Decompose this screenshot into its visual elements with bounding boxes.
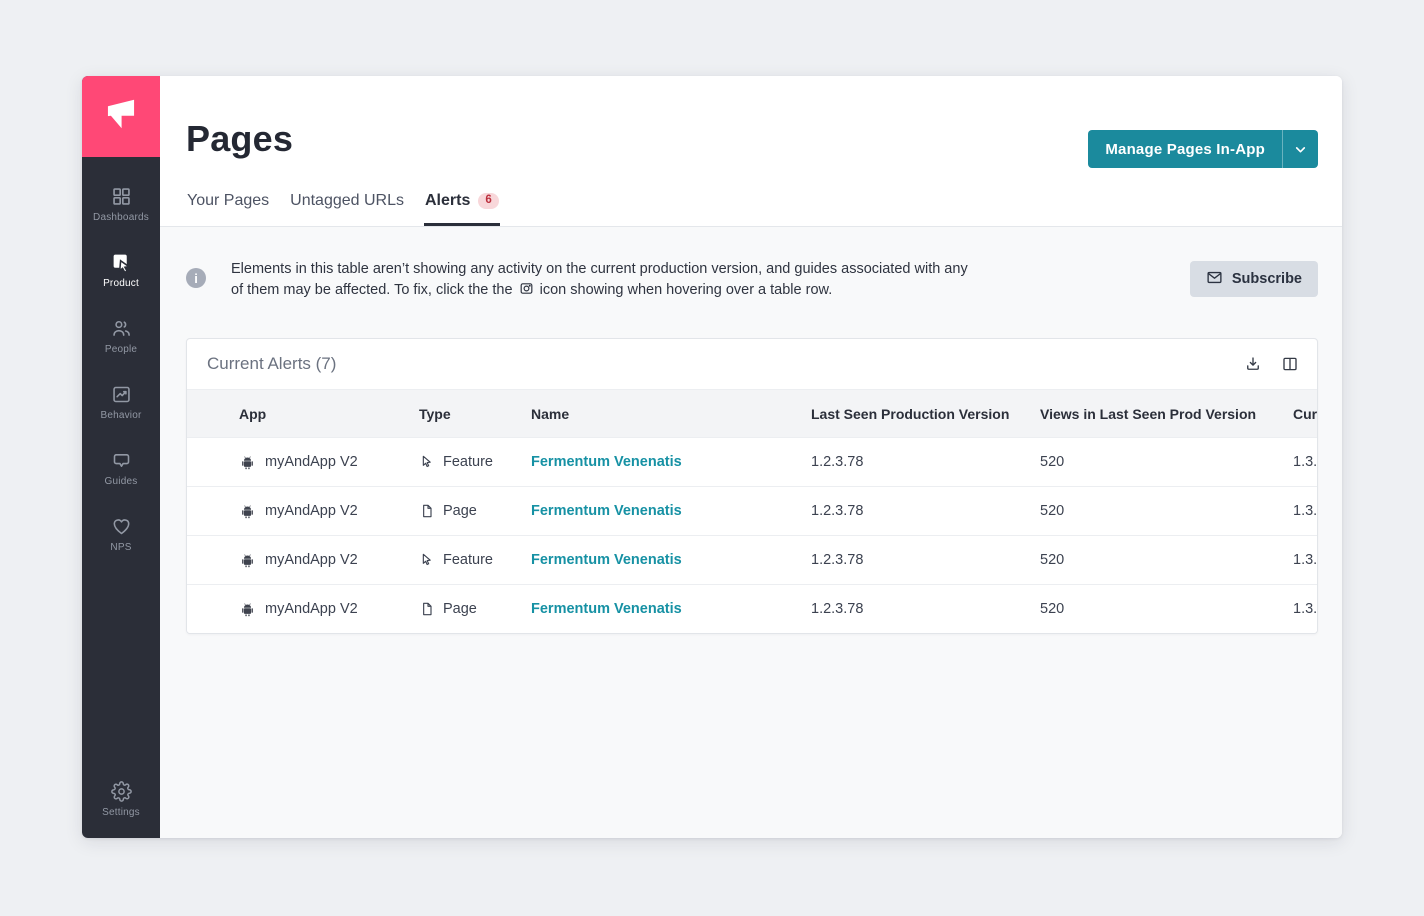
heart-icon	[111, 516, 132, 537]
app-name: myAndApp V2	[265, 503, 358, 520]
sidebar-item-product[interactable]: Product	[82, 237, 160, 303]
page-icon	[419, 503, 435, 519]
cursor-icon	[419, 552, 435, 568]
tab-bar: Your Pages Untagged URLs Alerts 6	[186, 192, 500, 226]
info-icon: i	[186, 268, 206, 288]
column-header-last-seen-production-version[interactable]: Last Seen Production Version	[811, 405, 1010, 422]
table-row[interactable]: myAndApp V2 Feature Fermentum Venenatis …	[187, 437, 1318, 487]
card-title-row: Current Alerts (7)	[187, 339, 1317, 389]
tab-alerts[interactable]: Alerts 6	[423, 192, 500, 226]
app-window: Dashboards Product People Behavior	[82, 76, 1342, 838]
sidebar-item-nps[interactable]: NPS	[82, 501, 160, 567]
info-banner: i Elements in this table aren’t showing …	[186, 259, 1318, 302]
envelope-icon	[1206, 269, 1223, 290]
gear-icon	[110, 781, 132, 802]
row-last-seen-version: 1.2.3.78	[811, 601, 864, 618]
row-name-link[interactable]: Fermentum Venenatis	[531, 503, 682, 520]
tab-label: Alerts	[424, 192, 471, 209]
sidebar-item-label: Product	[103, 277, 139, 289]
banner-text-after: icon showing when hovering over a table …	[539, 281, 833, 298]
sidebar-item-guides[interactable]: Guides	[82, 435, 160, 501]
column-header-name[interactable]: Name	[531, 405, 570, 422]
row-name-link[interactable]: Fermentum Venenatis	[531, 454, 682, 471]
table-row[interactable]: myAndApp V2 Feature Fermentum Venenatis …	[187, 535, 1318, 585]
sidebar-item-label: Guides	[104, 475, 138, 487]
sidebar-item-label: NPS	[110, 541, 132, 553]
card-actions	[1244, 355, 1299, 373]
sidebar: Dashboards Product People Behavior	[82, 76, 160, 838]
tab-label: Your Pages	[187, 192, 270, 209]
app-logo[interactable]	[82, 76, 160, 157]
row-views: 520	[1040, 601, 1065, 618]
subscribe-label: Subscribe	[1231, 271, 1302, 287]
tab-label: Untagged URLs	[290, 192, 404, 209]
row-views: 520	[1040, 552, 1065, 569]
row-views: 520	[1040, 454, 1065, 471]
cursor-icon	[419, 454, 435, 470]
row-type: Feature	[443, 552, 493, 569]
sidebar-item-label: People	[104, 343, 138, 355]
row-views: 520	[1040, 503, 1065, 520]
banner-text: Elements in this table aren’t showing an…	[231, 259, 983, 302]
row-name-link[interactable]: Fermentum Venenatis	[531, 601, 682, 618]
app-name: myAndApp V2	[265, 552, 358, 569]
manage-pages-button-label: Manage Pages In-App	[1105, 140, 1265, 158]
sidebar-item-dashboards[interactable]: Dashboards	[82, 171, 160, 237]
row-name-link[interactable]: Fermentum Venenatis	[531, 552, 682, 569]
alerts-count-badge: 6	[478, 192, 499, 210]
android-icon	[239, 503, 256, 520]
android-icon	[239, 552, 256, 569]
banner-text-before: Elements in this table aren’t showing an…	[231, 261, 968, 298]
column-header-app[interactable]: App	[239, 405, 267, 422]
sidebar-nav: Dashboards Product People Behavior	[82, 157, 160, 838]
sidebar-item-label: Dashboards	[93, 211, 149, 223]
row-last-seen-version: 1.2.3.78	[811, 552, 864, 569]
app-name: myAndApp V2	[265, 601, 358, 618]
row-current-version: 1.3.3	[1293, 503, 1318, 520]
row-type: Page	[443, 601, 477, 618]
tab-your-pages[interactable]: Your Pages	[186, 192, 270, 226]
app-name: myAndApp V2	[265, 454, 358, 471]
behavior-chart-icon	[111, 384, 132, 405]
column-header-type[interactable]: Type	[419, 405, 451, 422]
table-header-row: App Type Name Last Seen Production Versi…	[187, 389, 1318, 438]
row-current-version: 1.3.3	[1293, 601, 1318, 618]
page-header: Pages Manage Pages In-App Your Pages Unt…	[160, 76, 1342, 227]
camera-icon	[519, 281, 534, 303]
grid-icon	[111, 186, 132, 207]
card-title: Current Alerts (7)	[207, 354, 337, 374]
column-header-current-version[interactable]: Cur	[1293, 405, 1318, 422]
manage-pages-button[interactable]: Manage Pages In-App	[1088, 130, 1318, 168]
chevron-down-icon[interactable]	[1282, 130, 1318, 168]
people-icon	[111, 318, 132, 339]
row-last-seen-version: 1.2.3.78	[811, 503, 864, 520]
column-header-views-in-last-seen-prod-version[interactable]: Views in Last Seen Prod Version	[1040, 405, 1257, 422]
page-title: Pages	[186, 118, 294, 159]
android-icon	[239, 454, 256, 471]
table-row[interactable]: myAndApp V2 Page Fermentum Venenatis 1.2…	[187, 584, 1318, 634]
current-alerts-card: Current Alerts (7) App Type Name Last	[186, 338, 1318, 635]
row-type: Page	[443, 503, 477, 520]
pendo-logo-icon	[102, 95, 140, 138]
subscribe-button[interactable]: Subscribe	[1189, 261, 1318, 297]
sidebar-item-settings[interactable]: Settings	[82, 771, 160, 838]
sidebar-item-label: Settings	[102, 807, 140, 818]
row-last-seen-version: 1.2.3.78	[811, 454, 864, 471]
android-icon	[239, 601, 256, 618]
tab-untagged-urls[interactable]: Untagged URLs	[289, 192, 405, 226]
row-type: Feature	[443, 454, 493, 471]
row-current-version: 1.3.3	[1293, 552, 1318, 569]
sidebar-item-label: Behavior	[100, 409, 142, 421]
page-icon	[419, 601, 435, 617]
columns-icon[interactable]	[1281, 355, 1299, 373]
product-tagging-icon	[111, 252, 132, 273]
sidebar-item-behavior[interactable]: Behavior	[82, 369, 160, 435]
tab-content: i Elements in this table aren’t showing …	[160, 227, 1342, 838]
main-area: Pages Manage Pages In-App Your Pages Unt…	[160, 76, 1342, 838]
download-icon[interactable]	[1244, 355, 1262, 373]
row-current-version: 1.3.3	[1293, 454, 1318, 471]
table-row[interactable]: myAndApp V2 Page Fermentum Venenatis 1.2…	[187, 486, 1318, 536]
sidebar-item-people[interactable]: People	[82, 303, 160, 369]
guide-bubble-icon	[111, 450, 132, 471]
